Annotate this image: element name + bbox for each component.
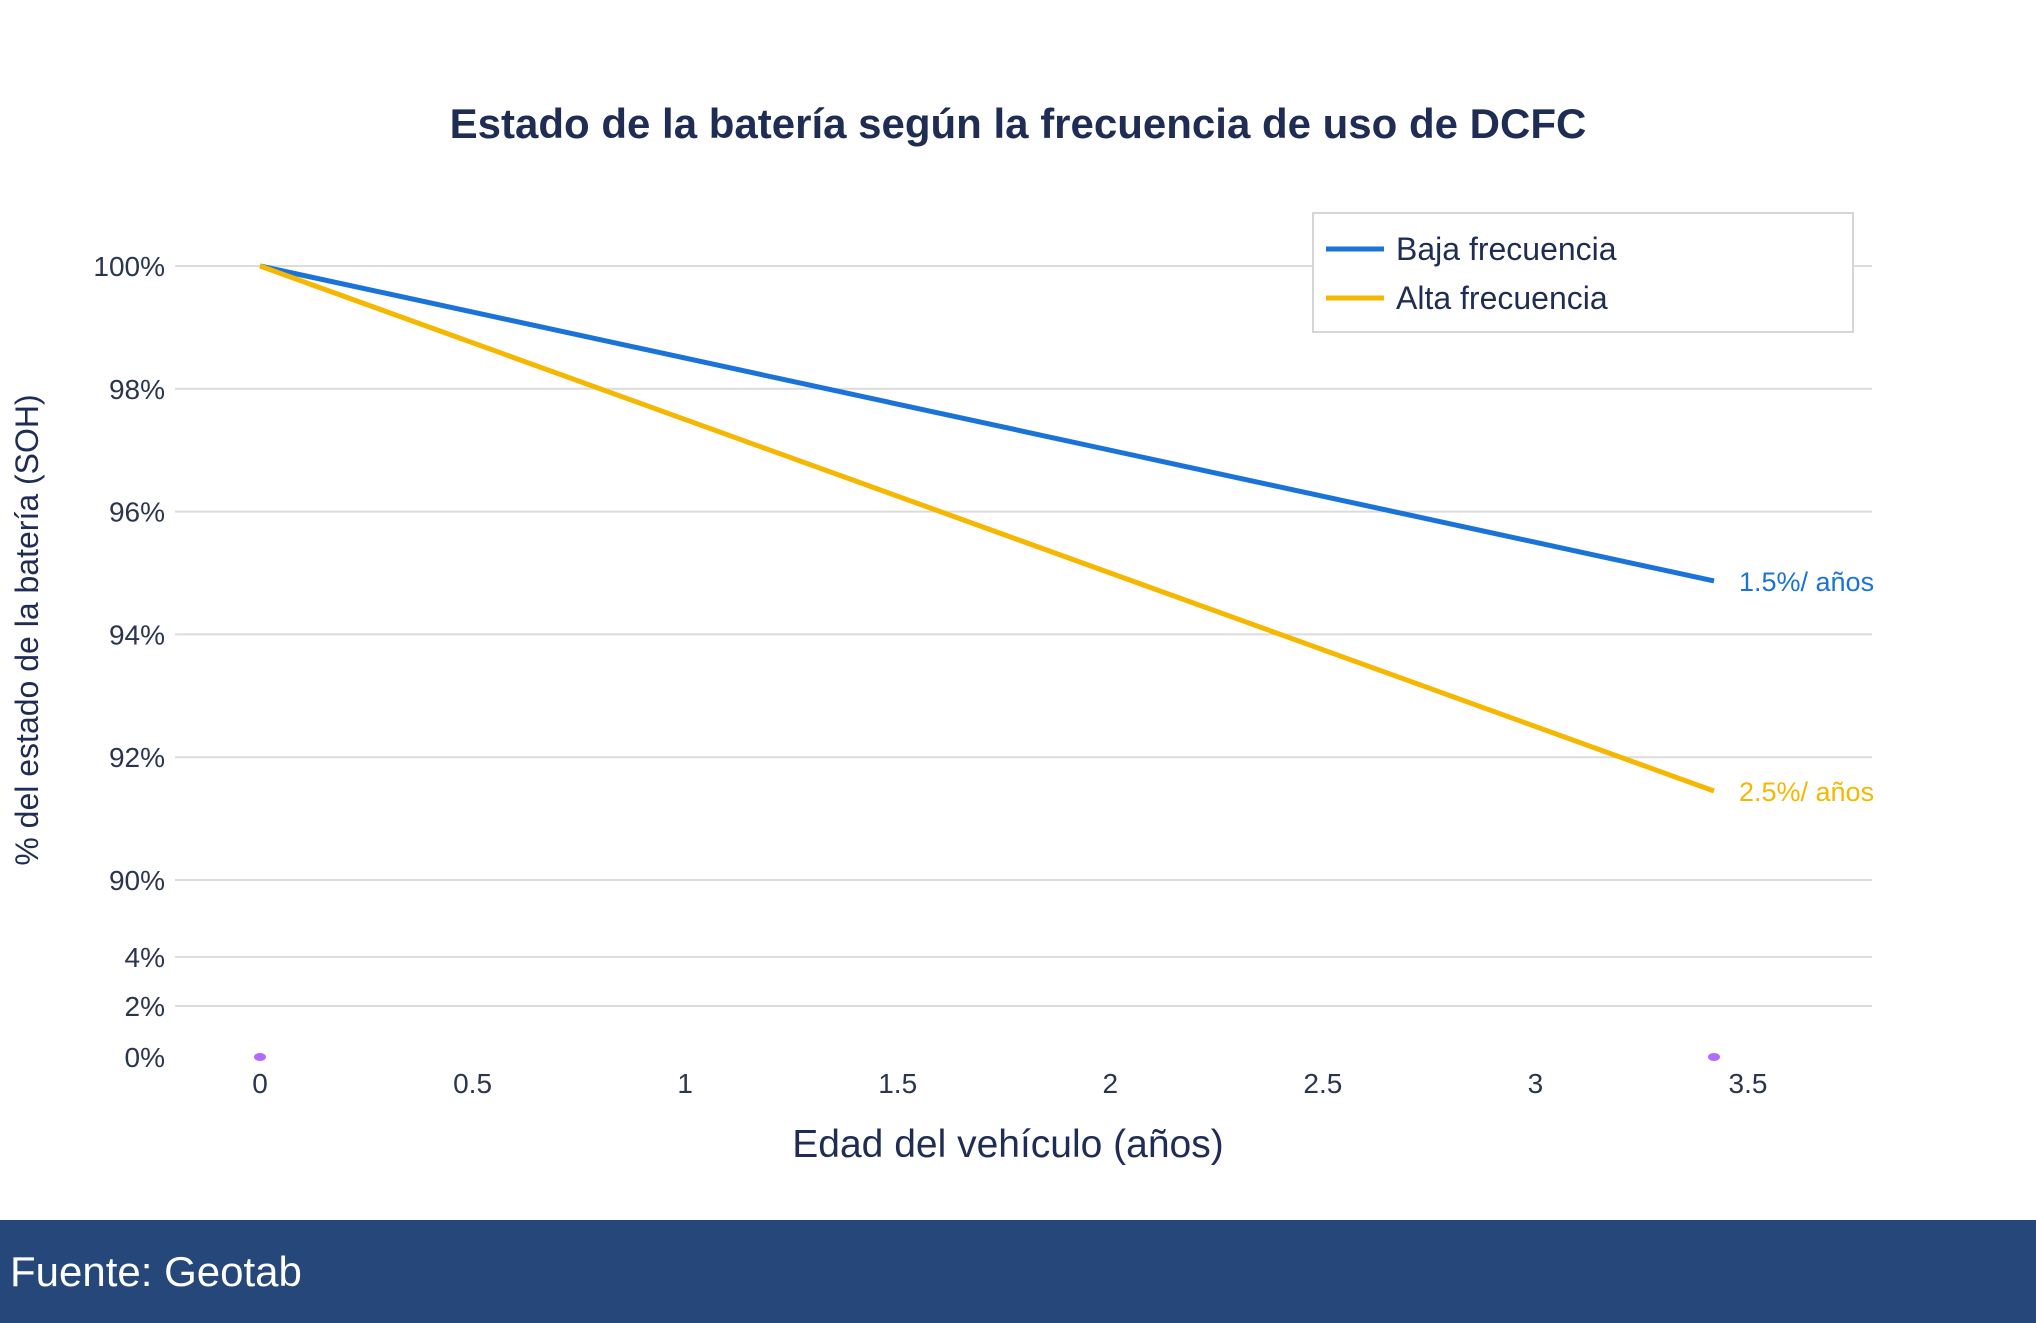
y-tick-label: 0% — [125, 1042, 165, 1073]
x-tick-label: 1.5 — [878, 1068, 917, 1099]
x-axis-label: Edad del vehículo (años) — [792, 1123, 1223, 1166]
y-axis-label: % del estado de la batería (SOH) — [9, 394, 45, 865]
y-tick-label: 98% — [109, 374, 165, 405]
y-tick-label: 2% — [125, 991, 165, 1022]
x-tick-label: 2 — [1102, 1068, 1118, 1099]
rate-annotation: 1.5%/ años — [1739, 567, 1874, 597]
y-tick-label: 90% — [109, 865, 165, 896]
y-tick-label: 96% — [109, 497, 165, 528]
series-line-1 — [259, 263, 1715, 794]
y-tick-label: 94% — [109, 619, 165, 650]
chart-title: Estado de la batería según la frecuencia… — [449, 100, 1587, 147]
footer-bar: Fuente: Geotab — [0, 1220, 2036, 1323]
x-tick-label: 0.5 — [453, 1068, 492, 1099]
series-line-0 — [259, 263, 1715, 584]
y-tick-label: 92% — [109, 742, 165, 773]
source-text: Fuente: Geotab — [10, 1248, 302, 1295]
x-tick-label: 1 — [677, 1068, 693, 1099]
legend: Baja frecuencia Alta frecuencia — [1312, 212, 1854, 333]
legend-label-baja: Baja frecuencia — [1396, 231, 1617, 267]
legend-box — [1312, 212, 1854, 333]
rate-annotation: 2.5%/ años — [1739, 777, 1874, 807]
x-tick-label: 2.5 — [1303, 1068, 1342, 1099]
y-tick-label: 4% — [125, 942, 165, 973]
x-tick-label: 3 — [1528, 1068, 1544, 1099]
legend-label-alta: Alta frecuencia — [1396, 280, 1608, 316]
line-chart: 0% 2% 4% 90% 92% 94% 96% 98% 100% 0 0.5 1 1.5 2 2.5 3 3… — [9, 212, 1874, 1166]
y-tick-label: 100% — [93, 251, 165, 282]
marker-point — [1707, 1053, 1720, 1061]
x-tick-label: 0 — [252, 1068, 268, 1099]
x-tick-label: 3.5 — [1729, 1068, 1768, 1099]
marker-point — [254, 1053, 266, 1061]
